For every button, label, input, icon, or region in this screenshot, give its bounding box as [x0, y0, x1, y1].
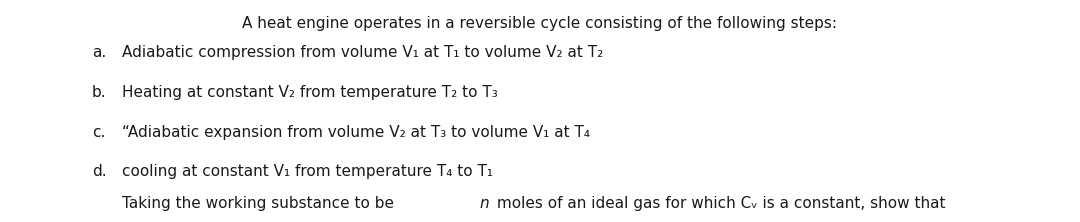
- Text: a.: a.: [92, 45, 106, 60]
- Text: Adiabatic compression from volume V₁ at T₁ to volume V₂ at T₂: Adiabatic compression from volume V₁ at …: [122, 45, 604, 60]
- Text: “Adiabatic expansion from volume V₂ at T₃ to volume V₁ at T₄: “Adiabatic expansion from volume V₂ at T…: [122, 125, 590, 140]
- Text: Taking the working substance to be: Taking the working substance to be: [122, 196, 399, 211]
- Text: c.: c.: [92, 125, 105, 140]
- Text: Heating at constant V₂ from temperature T₂ to T₃: Heating at constant V₂ from temperature …: [122, 85, 498, 100]
- Text: A heat engine operates in a reversible cycle consisting of the following steps:: A heat engine operates in a reversible c…: [243, 16, 837, 31]
- Text: n: n: [480, 196, 489, 211]
- Text: cooling at constant V₁ from temperature T₄ to T₁: cooling at constant V₁ from temperature …: [122, 165, 494, 180]
- Text: b.: b.: [92, 85, 107, 100]
- Text: d.: d.: [92, 165, 107, 180]
- Text: moles of an ideal gas for which Cᵥ is a constant, show that: moles of an ideal gas for which Cᵥ is a …: [491, 196, 945, 211]
